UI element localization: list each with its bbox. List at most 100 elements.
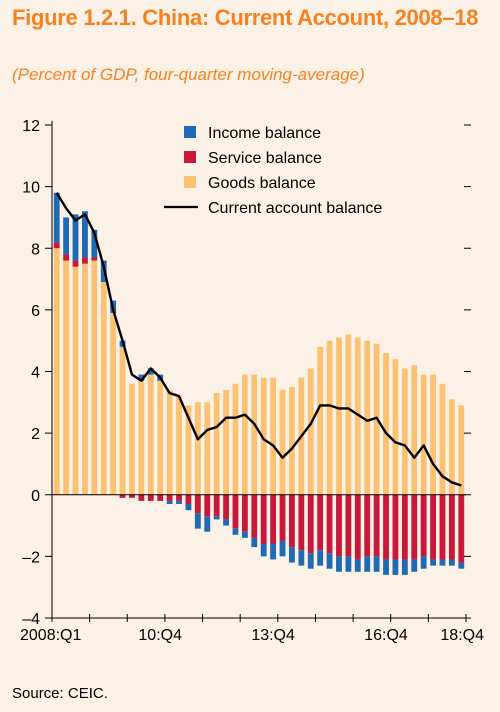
bar-goods <box>383 353 389 495</box>
bar-income <box>194 513 201 529</box>
bar-service <box>138 494 145 501</box>
bar-goods <box>251 374 258 495</box>
bar-goods <box>307 368 314 495</box>
bar-income <box>448 559 455 566</box>
bar-goods <box>91 260 98 495</box>
bar-income <box>458 562 465 569</box>
bar-goods <box>448 399 455 495</box>
y-tick-label: 0 <box>31 488 40 505</box>
bar-service <box>251 494 258 538</box>
bar-goods <box>82 263 88 495</box>
bar-service <box>232 494 239 529</box>
bar-goods <box>364 340 371 495</box>
bar-service <box>354 494 361 560</box>
bar-service <box>185 494 192 504</box>
bar-service <box>307 494 314 554</box>
bar-goods <box>345 334 352 495</box>
bar-service <box>345 494 352 557</box>
x-tick-label: 10:Q4 <box>138 627 182 644</box>
bar-income <box>373 556 380 572</box>
bar-goods <box>129 383 135 495</box>
y-tick-label: 8 <box>31 241 40 258</box>
bar-goods <box>317 346 324 495</box>
bar-goods <box>401 368 408 495</box>
x-tick-label: 13:Q4 <box>251 627 295 644</box>
bar-income <box>232 528 239 535</box>
bar-goods <box>430 374 436 495</box>
bar-income <box>289 547 295 563</box>
legend-label: Current account balance <box>208 200 382 217</box>
bar-goods <box>204 402 211 495</box>
bar-service <box>430 494 436 560</box>
bar-income <box>383 559 389 575</box>
bar-goods <box>439 383 446 495</box>
bar-income <box>420 556 427 569</box>
bar-goods <box>326 340 333 495</box>
bar-service <box>63 254 70 261</box>
bar-goods <box>63 260 70 495</box>
bar-goods <box>166 389 173 495</box>
bar-income <box>166 500 173 504</box>
bar-goods <box>157 380 164 495</box>
bar-income <box>279 540 286 557</box>
bar-service <box>336 494 342 557</box>
bar-service <box>420 494 427 557</box>
bar-service <box>392 494 399 560</box>
bar-service <box>91 257 98 261</box>
bar-income <box>82 211 88 258</box>
y-tick-label: –2 <box>22 549 40 566</box>
bar-income <box>364 556 371 572</box>
bar-goods <box>194 402 201 495</box>
bar-income <box>204 516 211 532</box>
bar-income <box>147 368 154 375</box>
bar-income <box>72 214 79 261</box>
bar-service <box>147 494 154 501</box>
bar-income <box>270 544 277 560</box>
y-tick-label: 4 <box>31 365 40 382</box>
bar-income <box>260 544 267 557</box>
bar-goods <box>260 377 267 495</box>
bar-goods <box>336 337 342 495</box>
bar-goods <box>147 374 154 495</box>
bar-service <box>439 494 446 560</box>
bar-service <box>82 257 88 264</box>
y-tick-label: 10 <box>22 180 40 197</box>
bar-service <box>411 494 418 560</box>
bar-income <box>401 559 408 575</box>
bar-service <box>270 494 277 545</box>
x-tick-label: 16:Q4 <box>364 627 408 644</box>
bar-income <box>241 531 248 538</box>
legend-label: Service balance <box>208 150 322 167</box>
bar-service <box>72 260 79 267</box>
bar-goods <box>53 248 60 495</box>
bar-service <box>289 494 295 548</box>
bar-income <box>223 519 229 526</box>
bar-income <box>439 559 446 566</box>
bar-income <box>345 556 352 572</box>
bar-goods <box>138 380 145 495</box>
bar-income <box>411 559 418 572</box>
bar-goods <box>420 374 427 495</box>
bar-goods <box>100 282 107 495</box>
bar-income <box>91 229 98 258</box>
bar-service <box>298 494 305 551</box>
bar-goods <box>213 393 220 495</box>
bar-service <box>458 494 465 563</box>
bar-goods <box>354 337 361 495</box>
legend-swatch <box>184 176 196 188</box>
x-tick-label: 18:Q4 <box>440 627 484 644</box>
bar-income <box>392 559 399 575</box>
bar-goods <box>176 396 182 495</box>
bar-goods <box>72 266 79 495</box>
bar-service <box>383 494 389 560</box>
bar-income <box>251 537 258 548</box>
legend-label: Goods balance <box>208 175 316 192</box>
y-tick-label: –4 <box>22 611 40 628</box>
bar-service <box>241 494 248 532</box>
bar-income <box>53 192 60 243</box>
bar-goods <box>411 365 418 495</box>
bar-goods <box>110 312 117 495</box>
bar-goods <box>119 346 126 495</box>
